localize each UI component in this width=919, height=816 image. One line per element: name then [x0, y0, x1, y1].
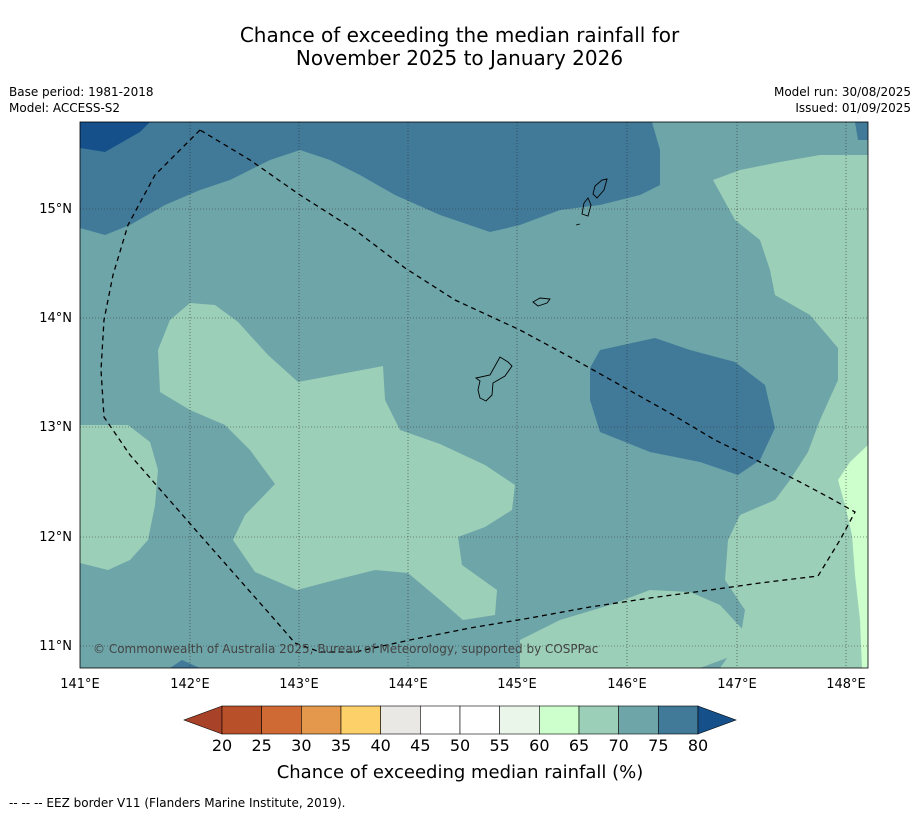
region-75-80-north: [80, 122, 660, 235]
model-run: Model run: 30/08/2025: [773, 85, 911, 99]
colorbar-label: 20: [212, 736, 232, 755]
aguijan-island: [575, 223, 581, 226]
lon-tick: 146°E: [607, 677, 647, 692]
lon-tick: 148°E: [826, 677, 866, 692]
region-65-70-central: [158, 303, 515, 620]
colorbar-label: 35: [331, 736, 351, 755]
colorbar-cell: [380, 705, 421, 735]
lon-tick: 142°E: [170, 677, 210, 692]
colorbar-label: 45: [410, 736, 430, 755]
saipan-island: [592, 178, 608, 199]
region-65-70-south: [520, 590, 745, 668]
page-subtitle: November 2025 to January 2026: [295, 46, 624, 70]
colorbar-cell: [658, 705, 699, 735]
tinian-island: [581, 197, 592, 217]
colorbar-cell: [221, 705, 262, 735]
region-75-80-east: [590, 338, 775, 475]
copyright-text: © Commonwealth of Australia 2025, Bureau…: [93, 642, 598, 656]
colorbar-labels: 20 25 30 35 40 45 50 55 60 65 70 75 80: [212, 736, 708, 755]
colorbar-label: 65: [569, 736, 589, 755]
colorbar-cell: [459, 705, 500, 735]
lat-tick: 11°N: [39, 639, 72, 654]
map-frame: [79, 121, 869, 669]
colorbar-cell: [261, 705, 302, 735]
region-60-65-east: [838, 445, 868, 668]
colorbar-cells: [183, 705, 737, 735]
colorbar-cell: [539, 705, 580, 735]
colorbar-cell: [499, 705, 540, 735]
region-75-80-south: [170, 660, 200, 668]
colorbar-under-triangle: [183, 705, 223, 735]
eez-border: [100, 129, 856, 653]
islands: [474, 178, 608, 402]
colorbar-cell: [618, 705, 659, 735]
page-title: Chance of exceeding the median rainfall …: [239, 23, 680, 47]
colorbar-title: Chance of exceeding median rainfall (%): [277, 762, 644, 783]
colorbar-label: 25: [251, 736, 271, 755]
model-name: Model: ACCESS-S2: [9, 101, 121, 115]
colorbar-cell: [340, 705, 381, 735]
graticule: [80, 122, 868, 668]
lon-tick: 141°E: [60, 677, 100, 692]
region-75-80-northeast: [855, 122, 868, 140]
lon-tick: 145°E: [497, 677, 537, 692]
colorbar-over-triangle: [697, 705, 737, 735]
region-65-70-west: [80, 425, 158, 570]
rota-island: [532, 297, 551, 307]
colorbar-label: 30: [291, 736, 311, 755]
colorbar-label: 75: [648, 736, 668, 755]
guam-island: [474, 356, 513, 402]
lat-tick: 13°N: [39, 420, 72, 435]
colorbar-cell: [578, 705, 619, 735]
footnote: -- -- -- EEZ border V11 (Flanders Marine…: [9, 796, 346, 810]
lat-tick: 14°N: [39, 311, 72, 326]
lat-tick: 12°N: [39, 530, 72, 545]
base-period: Base period: 1981-2018: [9, 85, 154, 99]
colorbar-cell: [301, 705, 342, 735]
colorbar-label: 50: [450, 736, 470, 755]
issued-date: Issued: 01/09/2025: [795, 101, 911, 115]
colorbar-label: 55: [489, 736, 509, 755]
lon-tick: 144°E: [388, 677, 428, 692]
colorbar-label: 60: [529, 736, 549, 755]
colorbar-label: 40: [370, 736, 390, 755]
colorbar-label: 70: [608, 736, 628, 755]
lat-tick: 15°N: [39, 202, 72, 217]
lon-tick: 143°E: [279, 677, 319, 692]
map-area: © Commonwealth of Australia 2025, Bureau…: [80, 122, 868, 668]
colorbar: 20 25 30 35 40 45 50 55 60 65 70 75 80 Chance of exc…: [183, 705, 737, 783]
colorbar-label: 80: [688, 736, 708, 755]
region-80-plus-northwest: [80, 122, 150, 152]
lon-tick: 147°E: [717, 677, 757, 692]
region-65-70-east: [713, 155, 868, 668]
colorbar-cell: [420, 705, 461, 735]
